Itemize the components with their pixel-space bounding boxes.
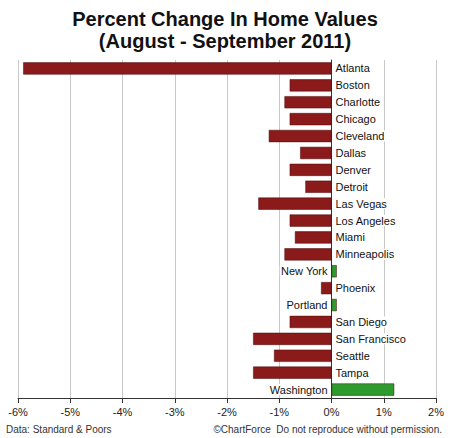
svg-text:Dallas: Dallas — [336, 147, 367, 159]
svg-text:Atlanta: Atlanta — [336, 62, 371, 74]
svg-text:-5%: -5% — [60, 406, 80, 418]
svg-text:Percent Change In Home Values: Percent Change In Home Values — [72, 8, 378, 30]
svg-text:Charlotte: Charlotte — [336, 96, 381, 108]
svg-text:Tampa: Tampa — [336, 367, 370, 379]
svg-text:Cleveland: Cleveland — [336, 130, 385, 142]
svg-text:(August - September 2011): (August - September 2011) — [99, 30, 351, 52]
svg-text:Seattle: Seattle — [336, 350, 370, 362]
svg-text:-1%: -1% — [269, 406, 289, 418]
svg-text:-3%: -3% — [165, 406, 185, 418]
svg-text:Detroit: Detroit — [336, 181, 368, 193]
svg-text:Miami: Miami — [336, 231, 365, 243]
svg-text:San Diego: San Diego — [336, 316, 387, 328]
svg-text:0%: 0% — [324, 406, 340, 418]
svg-text:-2%: -2% — [217, 406, 237, 418]
svg-text:Boston: Boston — [336, 79, 370, 91]
svg-text:New York: New York — [281, 265, 328, 277]
svg-text:Los Angeles: Los Angeles — [336, 215, 396, 227]
svg-text:Phoenix: Phoenix — [336, 282, 376, 294]
svg-text:San Francisco: San Francisco — [336, 333, 406, 345]
svg-text:2%: 2% — [428, 406, 444, 418]
svg-text:©ChartForce Do not reproduce: ©ChartForce Do not reproduce without per… — [213, 424, 442, 435]
svg-text:-6%: -6% — [8, 406, 28, 418]
svg-text:Chicago: Chicago — [336, 113, 376, 125]
svg-text:Portland: Portland — [287, 299, 328, 311]
svg-text:Data: Standard & Poors: Data: Standard & Poors — [6, 424, 112, 435]
svg-text:Las Vegas: Las Vegas — [336, 198, 388, 210]
svg-text:1%: 1% — [376, 406, 392, 418]
svg-text:Minneapolis: Minneapolis — [336, 248, 395, 260]
svg-text:-4%: -4% — [113, 406, 133, 418]
svg-text:Denver: Denver — [336, 164, 372, 176]
svg-text:Washington: Washington — [270, 384, 328, 396]
